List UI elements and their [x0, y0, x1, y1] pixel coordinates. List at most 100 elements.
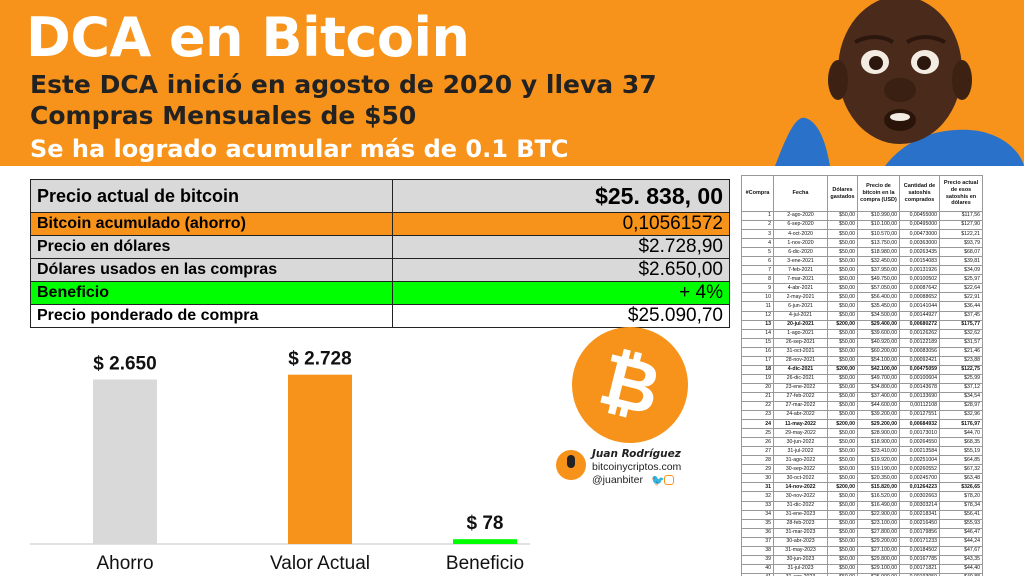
table-cell: 38	[741, 545, 774, 556]
table-cell: $50,00	[827, 446, 858, 457]
table-cell: $22,64	[939, 283, 983, 294]
table-cell: 0,00144927	[899, 310, 940, 321]
table-row: 35 28-feb-2023 $50,00 $23.100,00 0,00216450 $…	[741, 518, 983, 529]
spent-label: Dólares usados en las compras	[30, 258, 393, 282]
table-row: 18 4-dic-2021 $200,00 $42.100,00 0,00475059 $…	[741, 364, 983, 375]
table-cell: 0,00264550	[899, 437, 940, 448]
instagram-icon	[664, 475, 674, 485]
header-banner: DCA en Bitcoin Este DCA inició en agosto…	[0, 0, 1024, 166]
table-row: 9 4-abr-2021 $50,00 $57.050,00 0,00087642 $22…	[741, 283, 983, 294]
table-cell: 31-oct-2021	[773, 346, 828, 357]
table-cell: $200,00	[827, 364, 858, 375]
table-cell: $50,00	[827, 509, 858, 520]
table-cell: 30-jun-2023	[773, 554, 828, 565]
summary-row-spent: Dólares usados en las compras $2.650,00	[30, 258, 730, 282]
table-cell: 0,00260552	[899, 464, 940, 475]
table-cell: $50,00	[827, 265, 858, 276]
table-cell: $19.190,00	[857, 464, 900, 475]
table-cell: $44,24	[939, 536, 983, 547]
table-cell: 0,00092421	[899, 355, 940, 366]
table-cell: $31,57	[939, 337, 983, 348]
table-row: 5 6-dic-2020 $50,00 $18.980,00 0,00263435 $68…	[741, 247, 983, 258]
table-cell: $50,00	[827, 328, 858, 339]
table-cell: 0,00126262	[899, 328, 940, 339]
table-cell: $56,41	[939, 509, 983, 520]
table-cell: $78,34	[939, 500, 983, 511]
table-cell: 0,00680272	[899, 319, 940, 330]
table-cell: $34.500,00	[857, 310, 900, 321]
subtitle-line-2: Compras Mensuales de $50	[30, 101, 417, 130]
table-cell: $50,00	[827, 229, 858, 240]
table-cell: $50,00	[827, 545, 858, 556]
profit-value: + 4%	[392, 281, 730, 305]
table-cell: 0,00141044	[899, 301, 940, 312]
table-cell: $122,75	[939, 364, 983, 375]
purchases-header-row: #Compra Fecha Dólares gastados Precio de bi…	[741, 175, 983, 212]
table-cell: $57.050,00	[857, 283, 900, 294]
table-row: 2 6-sep-2020 $50,00 $10.100,00 0,00495000 $12…	[741, 220, 983, 231]
author-credits: Juan Rodríguez bitcoinycriptos.com @juan…	[556, 448, 731, 494]
table-cell: 8	[741, 274, 774, 285]
table-row: 24 11-may-2022 $200,00 $29.200,00 0,00684932…	[741, 419, 983, 430]
table-cell: $36,44	[939, 301, 983, 312]
table-cell: $50,00	[827, 473, 858, 484]
table-cell: 0,00083056	[899, 346, 940, 357]
table-row: 36 31-mar-2023 $50,00 $27.800,00 0,00179856 $…	[741, 527, 983, 538]
table-row: 40 31-jul-2023 $50,00 $29.100,00 0,00171821 $…	[741, 563, 983, 574]
table-cell: 24-abr-2022	[773, 410, 828, 421]
table-cell: 0,00216450	[899, 518, 940, 529]
purchases-header-2: Dólares gastados	[827, 175, 858, 212]
table-cell: 29-may-2022	[773, 428, 828, 439]
table-row: 8 7-mar-2021 $50,00 $49.750,00 0,00100502 $25…	[741, 274, 983, 285]
summary-row-profit: Beneficio + 4%	[30, 281, 730, 305]
table-row: 31 14-nov-2022 $200,00 $15.820,00 0,01264223…	[741, 482, 983, 493]
table-cell: 7-feb-2021	[773, 265, 828, 276]
bar-data-label-1: $ 2.728	[288, 349, 351, 370]
table-cell: $50,00	[827, 274, 858, 285]
table-row: 11 6-jun-2021 $50,00 $35.450,00 0,00141044 $3…	[741, 301, 983, 312]
table-cell: 21	[741, 391, 774, 402]
table-cell: $50,00	[827, 563, 858, 574]
table-cell: $46,47	[939, 527, 983, 538]
table-cell: $50,00	[827, 464, 858, 475]
table-cell: 0,00455000	[899, 210, 940, 222]
table-cell: $50,00	[827, 355, 858, 366]
highlight-text: Se ha logrado acumular más de 0.1 BTC	[30, 135, 569, 163]
table-cell: 0,00475059	[899, 364, 940, 375]
microphone-icon	[556, 450, 586, 480]
table-cell: $25,99	[939, 373, 983, 384]
table-row: 30 30-oct-2022 $50,00 $20.350,00 0,00245700 $…	[741, 473, 983, 484]
table-cell: $29.100,00	[857, 563, 900, 574]
table-cell: 30	[741, 473, 774, 484]
purchases-header-0: #Compra	[741, 175, 774, 212]
table-cell: $122,21	[939, 229, 983, 240]
summary-row-avg: Precio ponderado de compra $25.090,70	[30, 304, 730, 328]
table-cell: 0,00179856	[899, 527, 940, 538]
table-row: 19 26-dic-2021 $50,00 $49.700,00 0,00100604 $…	[741, 373, 983, 384]
table-cell: $29.200,00	[857, 419, 900, 430]
table-cell: $176,97	[939, 419, 983, 430]
table-cell: 0,00112108	[899, 400, 940, 412]
table-cell: $50,00	[827, 554, 858, 565]
table-cell: $50,00	[827, 400, 858, 412]
purchases-header-4: Cantidad de satoshis comprados	[899, 175, 940, 212]
bitcoin-logo: ₿	[570, 325, 690, 445]
author-name: Juan Rodríguez	[592, 448, 681, 460]
table-cell: 0,00171821	[899, 563, 940, 574]
table-cell: $55,19	[939, 446, 983, 457]
table-cell: 0,00100604	[899, 373, 940, 384]
page-title: DCA en Bitcoin	[26, 6, 470, 69]
usd-label: Precio en dólares	[30, 235, 393, 259]
table-cell: 2-ago-2020	[773, 210, 828, 222]
table-cell: $10.570,00	[857, 229, 900, 240]
table-cell: $49.700,00	[857, 373, 900, 384]
table-cell: $56.400,00	[857, 292, 900, 303]
table-cell: 0,00363000	[899, 238, 940, 249]
table-cell: $34,54	[939, 391, 983, 402]
table-cell: $326,65	[939, 482, 983, 493]
table-cell: 0,00473000	[899, 229, 940, 240]
table-cell: 31-ene-2023	[773, 509, 828, 520]
table-cell: 18	[741, 364, 774, 375]
table-row: 25 29-may-2022 $50,00 $28.900,00 0,00173010 $…	[741, 428, 983, 439]
price-value: $25. 838, 00	[392, 179, 730, 213]
